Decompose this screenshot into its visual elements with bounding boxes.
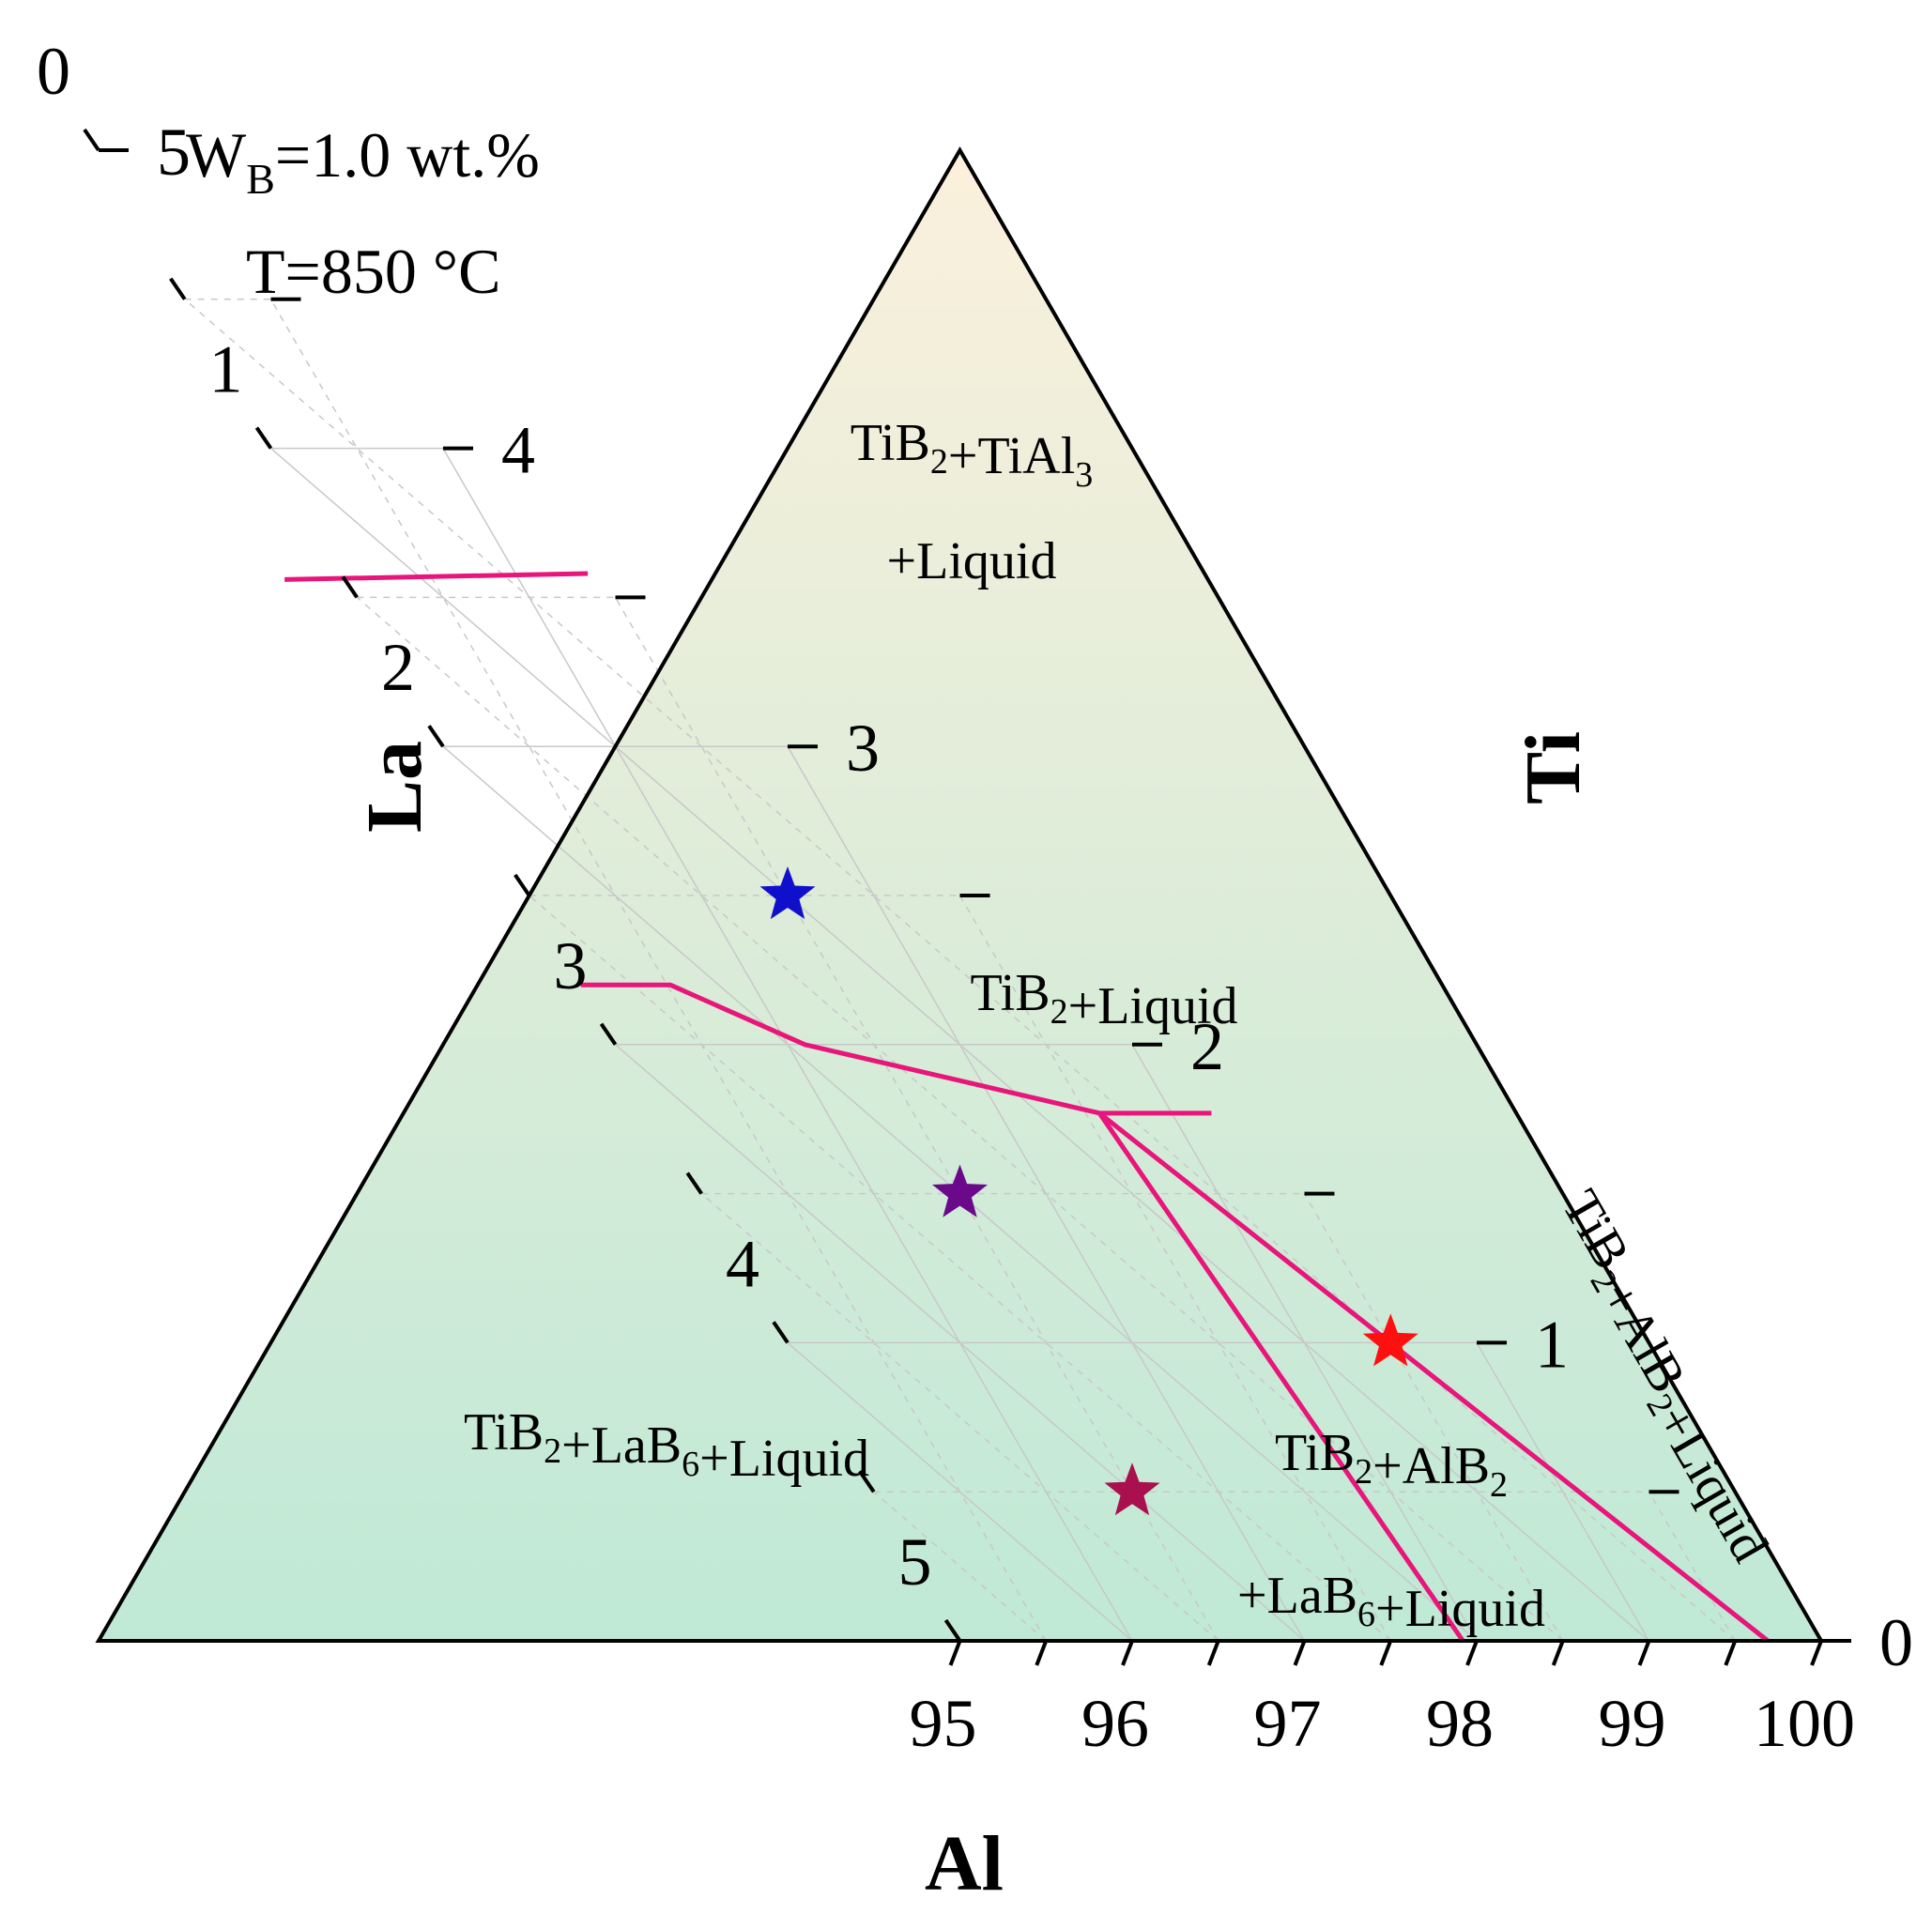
- al-tick-label: 97: [1254, 1686, 1322, 1761]
- la-axis-tick: [772, 1321, 790, 1344]
- la-axis-tick: [254, 426, 273, 450]
- phase-boundary: [1097, 1110, 1770, 1643]
- al-axis-tick: [1551, 1640, 1565, 1666]
- star-marker: [932, 1164, 988, 1217]
- ti-tick-label: 3: [846, 711, 880, 786]
- region-label-subscript: 2: [1490, 1465, 1508, 1505]
- al-axis-tick: [1379, 1640, 1393, 1666]
- axis-ticks: [83, 128, 1851, 1666]
- ti-tick-label: 0: [1879, 1605, 1913, 1680]
- al-axis-tick: [1035, 1640, 1049, 1666]
- phase-boundary: [284, 571, 589, 582]
- phase-boundary: [1097, 1111, 1465, 1643]
- region-label-text: TiB: [1275, 1424, 1355, 1482]
- la-axis-tick: [943, 1618, 962, 1643]
- region-label-subscript: 2: [930, 442, 948, 482]
- region-label-text: TiB: [851, 414, 930, 472]
- region-label-text: +AlB: [1372, 1437, 1490, 1495]
- region-label-text: +LaB: [561, 1416, 682, 1475]
- la-axis-tick: [341, 575, 359, 599]
- la-axis-tick: [685, 1171, 703, 1195]
- temperature-annotation: T=850 °C: [246, 236, 500, 307]
- la-tick-label: 0: [37, 34, 70, 109]
- region-label-text: TiB: [464, 1403, 544, 1462]
- la-tick-label: 5: [898, 1524, 932, 1600]
- annotation-w-subscript: B: [246, 155, 275, 203]
- region-label-subscript: 3: [1075, 455, 1093, 495]
- grid-line: [1648, 1491, 1736, 1642]
- grid-line: [1131, 1044, 1478, 1642]
- region-label-text: +LaB: [1237, 1567, 1357, 1625]
- annotation-composition: =1.0 wt.%: [275, 119, 540, 191]
- region-label-text: +Liquid: [887, 532, 1057, 590]
- grid-line: [614, 597, 1219, 1642]
- grid-line: [356, 596, 1564, 1642]
- al-axis-tick: [1637, 1640, 1651, 1666]
- region-label-subscript: 2: [1355, 1452, 1372, 1492]
- al-axis-tick: [1293, 1640, 1307, 1666]
- region-label-text: TiB: [970, 964, 1050, 1022]
- la-axis-tick: [169, 277, 187, 300]
- la-tick-label: 3: [554, 928, 588, 1003]
- la-axis-tick: [83, 128, 100, 152]
- region-label-subscript: 6: [1357, 1595, 1375, 1634]
- al-tick-label: 100: [1754, 1686, 1855, 1761]
- la-axis-tick: [427, 725, 445, 748]
- grid-line: [700, 1193, 1219, 1642]
- phase-boundaries: [284, 571, 1770, 1643]
- la-axis-tick: [599, 1022, 618, 1046]
- region-label-subscript: 2: [544, 1432, 561, 1471]
- star-marker: [1362, 1313, 1418, 1367]
- grid-line: [1476, 1342, 1650, 1642]
- grid-line: [873, 1491, 1047, 1642]
- la-tick-label: 4: [726, 1226, 759, 1301]
- ti-tick-label: 5: [157, 115, 191, 190]
- region-label: TiB2+AlB2 +LaB6+Liquid: [1237, 1424, 1545, 1638]
- region-label-text: +Liquid: [1375, 1580, 1545, 1638]
- ti-tick-label: 2: [1190, 1009, 1224, 1084]
- region-label: TiB2+LaB6+Liquid: [464, 1403, 869, 1488]
- region-label-text: +TiAl: [948, 427, 1075, 485]
- region-label-subscript: 2: [1050, 992, 1068, 1032]
- grid-line: [269, 299, 1047, 1642]
- ti-tick-label: 1: [1535, 1307, 1569, 1382]
- ti-tick-label: 4: [501, 413, 535, 488]
- grid-line: [787, 1341, 1133, 1642]
- al-tick-label: 96: [1081, 1686, 1149, 1761]
- al-axis-tick: [1465, 1640, 1479, 1666]
- la-tick-label: 2: [381, 630, 415, 705]
- grid-line: [184, 299, 1736, 1642]
- la-axis-title: La: [351, 741, 438, 833]
- region-label: TiB2+Liquid: [970, 964, 1237, 1035]
- region-label-text: +Liquid: [1068, 977, 1238, 1035]
- al-axis-tick: [948, 1640, 962, 1666]
- data-markers: [759, 866, 1418, 1516]
- star-marker: [1104, 1462, 1160, 1516]
- axis-tick-labels: 95 96 97 98 99 100 0 1 2 3 4 5 0 1 2 3 4 5: [37, 34, 1913, 1761]
- annotation-w: W: [186, 119, 247, 191]
- la-axis-tick: [514, 873, 531, 897]
- phase-boundary: [580, 982, 1212, 1116]
- la-tick-label: 1: [209, 332, 243, 407]
- grid-line: [615, 1044, 1305, 1642]
- region-label-text: +Liquid: [699, 1430, 869, 1488]
- al-tick-label: 99: [1599, 1686, 1666, 1761]
- al-axis-tick: [1810, 1640, 1823, 1666]
- composition-annotation: WB=1.0 wt.%: [186, 119, 540, 203]
- al-axis-tick: [1724, 1640, 1738, 1666]
- grid-line: [529, 895, 1391, 1642]
- al-axis-tick: [1206, 1640, 1220, 1666]
- star-marker: [759, 866, 816, 920]
- al-axis-title: Al: [925, 1820, 1004, 1907]
- al-tick-label: 95: [910, 1686, 977, 1761]
- al-axis-tick: [1121, 1640, 1134, 1666]
- region-label: TiB2+TiAl3 +Liquid: [851, 414, 1094, 590]
- grid-lines: [184, 299, 1736, 1642]
- al-tick-label: 98: [1426, 1686, 1494, 1761]
- region-label-subscript: 6: [682, 1445, 699, 1484]
- la-axis-tick: [858, 1470, 876, 1493]
- ti-axis-title: Ti: [1510, 731, 1597, 804]
